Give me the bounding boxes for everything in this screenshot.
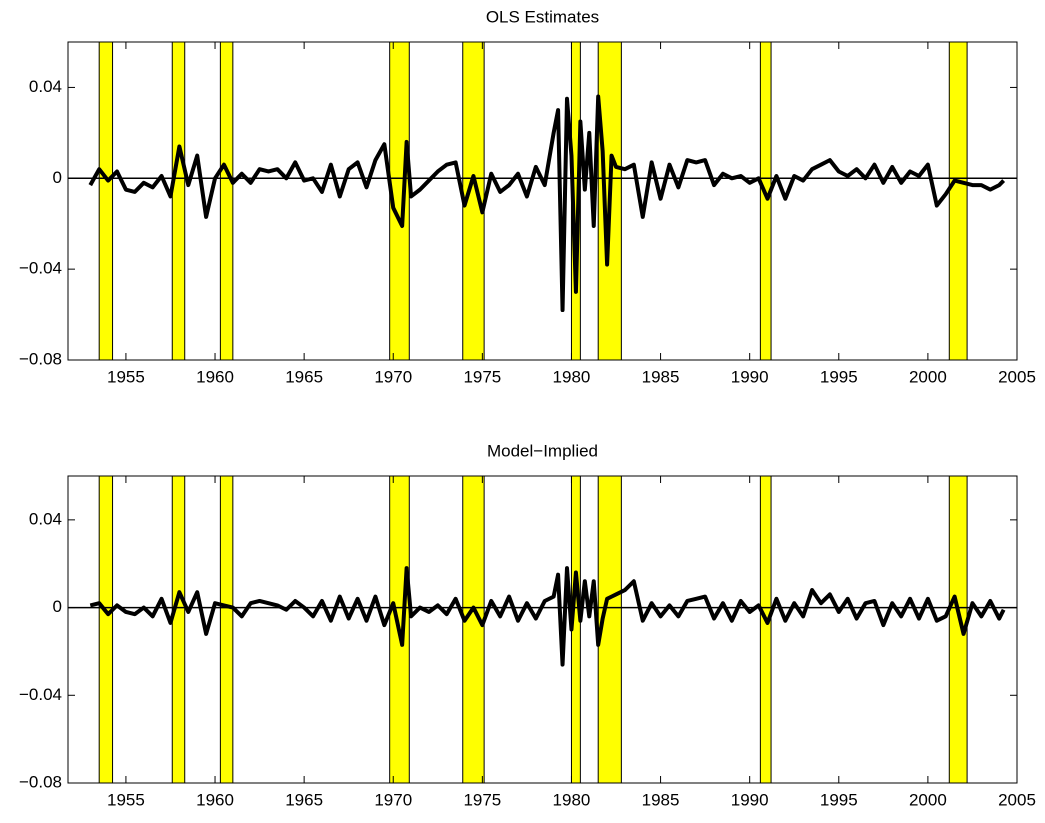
recession-band <box>759 475 772 784</box>
x-tick-label: 1970 <box>374 790 412 809</box>
x-tick-label: 2005 <box>998 367 1036 386</box>
recession-band <box>759 41 772 361</box>
recession-band <box>219 41 234 361</box>
x-tick-label: 1965 <box>285 790 323 809</box>
recession-band <box>948 41 968 361</box>
y-tick-label: −0.08 <box>19 772 62 791</box>
x-tick-label: 1960 <box>196 367 234 386</box>
x-tick-label: 1960 <box>196 790 234 809</box>
x-tick-label: 1995 <box>820 790 858 809</box>
y-tick-label: −0.04 <box>19 685 62 704</box>
x-tick-label: 2000 <box>909 790 947 809</box>
x-tick-label: 1980 <box>553 790 591 809</box>
x-tick-label: 2000 <box>909 367 947 386</box>
chart-title: Model−Implied <box>487 441 598 460</box>
x-tick-label: 1980 <box>553 367 591 386</box>
data-line <box>89 566 1006 667</box>
x-tick-label: 1990 <box>731 790 769 809</box>
x-tick-label: 1955 <box>107 790 145 809</box>
chart-title: OLS Estimates <box>486 7 599 26</box>
y-tick-label: 0 <box>53 597 62 616</box>
x-tick-label: 1975 <box>463 790 501 809</box>
x-tick-label: 1990 <box>731 367 769 386</box>
y-tick-label: 0.04 <box>29 77 62 96</box>
y-tick-label: −0.04 <box>19 259 62 278</box>
x-tick-label: 1985 <box>642 790 680 809</box>
x-tick-label: 2005 <box>998 790 1036 809</box>
x-tick-label: 1955 <box>107 367 145 386</box>
x-tick-label: 1985 <box>642 367 680 386</box>
recession-band <box>171 41 186 361</box>
data-line <box>88 94 1006 313</box>
recession-band <box>171 475 186 784</box>
recession-band <box>98 475 114 784</box>
y-tick-label: −0.08 <box>19 349 62 368</box>
y-tick-label: 0 <box>53 168 62 187</box>
x-tick-label: 1975 <box>463 367 501 386</box>
recession-band <box>219 475 234 784</box>
plot-frame <box>67 41 1018 361</box>
y-tick-label: 0.04 <box>29 509 62 528</box>
plot-frame <box>67 475 1018 784</box>
x-tick-label: 1965 <box>285 367 323 386</box>
x-tick-label: 1970 <box>374 367 412 386</box>
recession-band <box>462 475 485 784</box>
x-tick-label: 1995 <box>820 367 858 386</box>
recession-band <box>98 41 114 361</box>
